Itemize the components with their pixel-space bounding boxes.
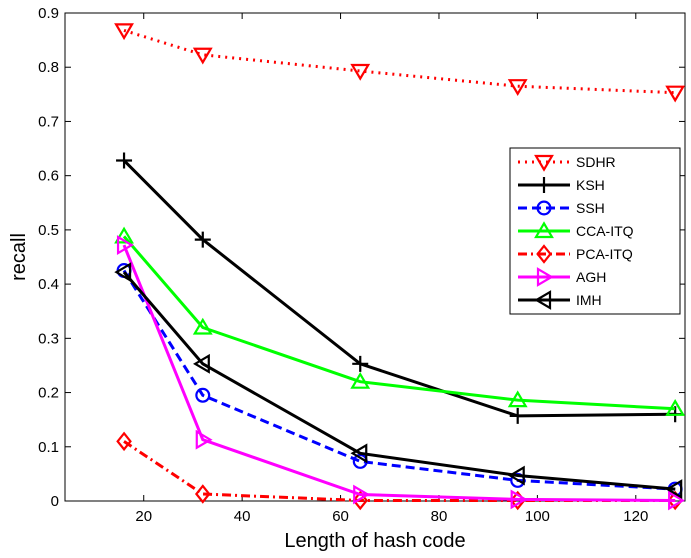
legend: SDHR KSH SSH CCA-ITQ PCA-ITQ AGH IMH	[509, 147, 681, 315]
legend-label-agh: AGH	[576, 269, 606, 285]
data-point-ksh	[116, 152, 133, 169]
legend-marker-ssh	[536, 200, 552, 216]
data-point-imh	[114, 262, 132, 283]
data-point-cca-itq	[350, 371, 371, 389]
data-point-pca-itq	[352, 490, 369, 511]
legend-marker-ksh	[536, 177, 552, 193]
legend-label-imh: IMH	[576, 292, 602, 308]
data-point-agh	[510, 489, 528, 510]
data-point-sdhr	[114, 23, 134, 41]
data-point-cca-itq	[507, 390, 528, 408]
data-point-ksh	[352, 355, 369, 372]
y-tick-label: 0.5	[38, 222, 59, 239]
legend-label-cca-itq: CCA-ITQ	[576, 223, 634, 239]
series-sdhr	[114, 23, 686, 103]
legend-marker-sdhr	[534, 154, 554, 172]
data-point-pca-itq	[194, 484, 211, 504]
legend-marker-pca-itq	[536, 244, 552, 264]
x-tick-label: 100	[525, 508, 550, 525]
data-point-imh	[193, 353, 210, 374]
data-point-agh	[116, 235, 134, 255]
series-imh	[114, 262, 683, 499]
x-tick-label: 60	[332, 508, 349, 525]
series-line-imh	[122, 271, 676, 491]
legend-marker-agh	[536, 267, 554, 287]
data-point-agh	[195, 429, 213, 450]
data-point-sdhr	[665, 85, 686, 103]
y-tick-label: 0.7	[38, 113, 59, 130]
data-point-sdhr	[192, 47, 213, 65]
series-line-ssh	[122, 269, 676, 491]
data-point-agh	[353, 484, 371, 505]
data-point-pca-itq	[116, 431, 132, 452]
data-point-ksh	[194, 231, 211, 248]
data-point-sdhr	[350, 63, 371, 81]
legend-label-ksh: KSH	[576, 177, 605, 193]
x-tick-label: 20	[135, 508, 152, 525]
y-tick-label: 0.1	[38, 439, 59, 456]
series-group	[114, 23, 686, 511]
legend-marker-cca-itq	[534, 221, 554, 239]
y-tick-label: 0.6	[38, 168, 59, 185]
y-axis-title: recall	[8, 233, 30, 281]
data-point-imh	[350, 443, 368, 464]
y-tick-label: 0.3	[38, 330, 59, 347]
x-tick-label: 40	[234, 508, 251, 525]
data-point-sdhr	[507, 79, 528, 96]
series-line-cca-itq	[122, 235, 676, 411]
legend-marker-imh	[534, 290, 552, 310]
data-point-agh	[668, 490, 685, 511]
y-tick-label: 0	[51, 493, 59, 510]
x-tick-label: 120	[623, 508, 648, 525]
x-tick-label: 80	[431, 508, 448, 525]
data-point-ksh	[509, 407, 526, 424]
data-point-ssh	[195, 387, 211, 403]
y-tick-label: 0.4	[38, 276, 59, 293]
legend-label-sdhr: SDHR	[576, 154, 616, 170]
y-tick-label: 0.8	[38, 59, 59, 76]
data-point-cca-itq	[665, 399, 686, 416]
x-axis-title: Length of hash code	[284, 530, 465, 552]
legend-label-pca-itq: PCA-ITQ	[576, 246, 633, 262]
data-point-cca-itq	[192, 317, 213, 335]
series-line-agh	[122, 244, 676, 502]
series-cca-itq	[114, 226, 686, 416]
y-tick-label: 0.2	[38, 385, 59, 402]
series-agh	[116, 235, 685, 511]
data-point-imh	[507, 465, 525, 486]
data-point-imh	[665, 479, 683, 499]
legend-label-ssh: SSH	[576, 200, 605, 216]
data-point-cca-itq	[114, 226, 134, 244]
y-tick-label: 0.9	[38, 5, 59, 22]
